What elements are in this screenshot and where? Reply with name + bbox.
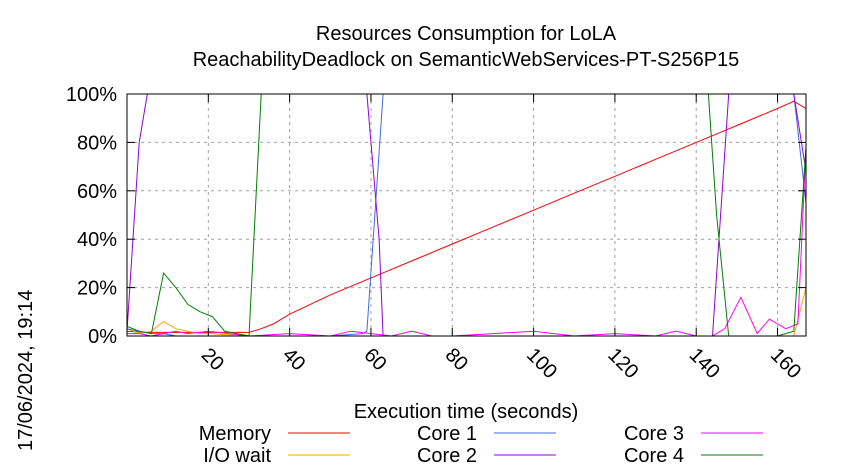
legend-label-core-4: Core 4 [624,445,684,467]
legend-label-core-1: Core 1 [417,423,477,445]
y-tick-label: 80% [77,132,117,154]
y-tick-label: 60% [77,181,117,203]
legend-label-core-2: Core 2 [417,445,477,467]
timestamp: 17/06/2024, 19:14 [15,290,37,451]
legend-label-i-o-wait: I/O wait [203,445,271,467]
y-tick-label: 0% [88,326,117,348]
y-tick-label: 40% [77,229,117,251]
y-tick-label: 20% [77,278,117,300]
chart-title: Resources Consumption for LoLA [316,23,617,45]
chart-subtitle: ReachabilityDeadlock on SemanticWebServi… [193,49,740,71]
legend-label-core-3: Core 3 [624,423,684,445]
legend-label-memory: Memory [199,423,271,445]
x-axis-label: Execution time (seconds) [354,401,579,423]
y-tick-label: 100% [66,84,117,106]
